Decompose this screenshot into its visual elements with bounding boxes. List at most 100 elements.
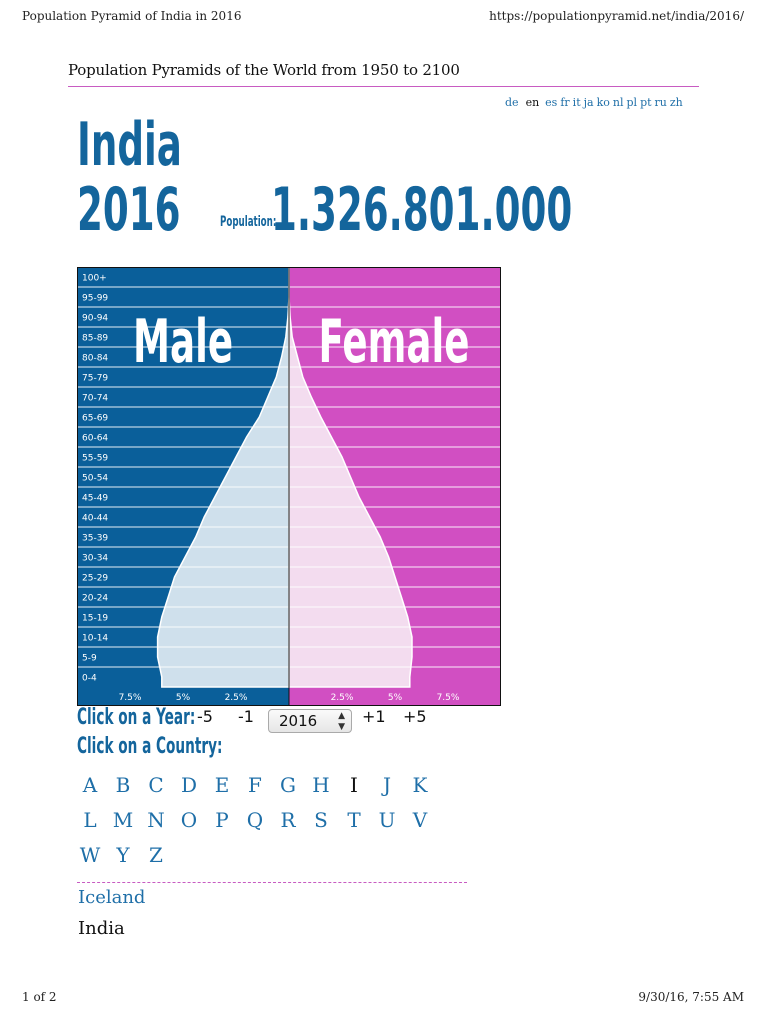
print-page-url: https://populationpyramid.net/india/2016… [489,9,744,23]
letter-link-q[interactable]: Q [246,808,264,832]
letter-link-u[interactable]: U [378,808,396,832]
age-group-label: 70-74 [82,394,108,404]
age-group-label: 75-79 [82,374,108,384]
language-link-es[interactable]: es [545,96,558,109]
x-tick-label: 5% [176,693,191,703]
letter-link-i[interactable]: I [350,773,358,797]
population-label: Population: [220,214,277,230]
print-page-count: 1 of 2 [22,990,57,1004]
letter-link-g[interactable]: G [280,773,296,797]
x-tick-label: 2.5% [331,693,354,703]
language-link-ja[interactable]: ja [583,96,594,109]
female-bar-5-9 [289,647,412,667]
female-bar-25-29 [289,567,395,587]
country-link-india[interactable]: India [78,918,125,939]
language-link-en: en [525,96,540,109]
male-population-area [156,267,290,688]
age-group-label: 0-4 [82,674,97,684]
letter-link-w[interactable]: W [79,843,101,867]
year-plus-1-button[interactable]: +1 [362,707,386,726]
language-link-zh[interactable]: zh [669,96,683,109]
country-list-divider [77,882,467,883]
letter-link-l[interactable]: L [83,808,97,832]
x-tick-label: 7.5% [119,693,142,703]
letter-link-j[interactable]: J [382,773,392,797]
female-bar-45-49 [289,487,359,507]
letter-link-d[interactable]: D [180,773,198,797]
female-bar-40-44 [289,507,370,527]
language-link-it[interactable]: it [572,96,581,109]
letter-link-k[interactable]: K [412,773,428,797]
chart-border [77,267,501,706]
male-bar-45-49 [215,487,289,507]
age-group-label: 15-19 [82,614,108,624]
female-bar-50-54 [289,467,350,487]
female-population-area [288,267,413,688]
female-bar-80-84 [289,347,297,367]
letter-link-v[interactable]: V [412,808,428,832]
male-bar-15-19 [162,607,289,627]
female-bar-55-59 [289,447,342,467]
male-bar-80-84 [282,347,289,367]
letter-link-z[interactable]: Z [149,843,163,867]
letter-link-t[interactable]: T [347,808,361,832]
male-bar-55-59 [236,447,289,467]
letter-link-o[interactable]: O [180,808,198,832]
letter-link-s[interactable]: S [314,808,328,832]
year-minus-5-button[interactable]: -5 [197,707,213,726]
language-link-ko[interactable]: ko [596,96,610,109]
letter-link-h[interactable]: H [312,773,330,797]
language-link-pl[interactable]: pl [626,96,638,109]
population-pyramid-chart: 100+ 95-99 90-94 85-89 80-84 75-79 70-74 65-69 6… [77,267,501,706]
letter-link-e[interactable]: E [214,773,230,797]
letter-link-m[interactable]: M [112,808,134,832]
age-group-label: 90-94 [82,314,108,324]
letter-link-a[interactable]: A [82,773,98,797]
male-bar-50-54 [225,467,289,487]
male-bar-5-9 [158,647,289,667]
year-title: 2016 [77,175,181,245]
year-minus-1-button[interactable]: -1 [238,707,254,726]
country-title: India [77,110,182,180]
male-bar-0-4 [162,667,289,687]
male-bar-75-79 [276,367,289,387]
male-bar-20-24 [168,587,289,607]
language-link-fr[interactable]: fr [560,96,570,109]
age-group-label: 30-34 [82,554,108,564]
age-group-label: 55-59 [82,454,108,464]
female-bar-65-69 [289,407,321,427]
language-link-nl[interactable]: nl [612,96,624,109]
heading-divider [68,86,699,87]
letter-link-y[interactable]: Y [116,843,130,867]
site-heading[interactable]: Population Pyramids of the World from 19… [68,61,460,79]
x-tick-label: 2.5% [225,693,248,703]
country-link-iceland[interactable]: Iceland [78,887,146,908]
age-group-label: 35-39 [82,534,108,544]
year-select-value: 2016 [279,712,318,730]
male-bar-60-64 [247,427,289,447]
language-link-pt[interactable]: pt [640,96,652,109]
letter-link-r[interactable]: R [280,808,296,832]
language-link-ru[interactable]: ru [654,96,667,109]
female-bar-60-64 [289,427,331,447]
print-date: 9/30/16, 7:55 AM [638,990,744,1004]
letter-link-b[interactable]: B [115,773,131,797]
language-link-de[interactable]: de [505,96,519,109]
letter-link-n[interactable]: N [147,808,165,832]
female-label: Female [319,307,470,377]
male-label: Male [133,307,233,377]
letter-link-f[interactable]: F [248,773,262,797]
age-group-label: 95-99 [82,294,108,304]
female-bar-20-24 [289,587,401,607]
age-group-label: 60-64 [82,434,108,444]
letter-link-c[interactable]: C [148,773,164,797]
female-bar-15-19 [289,607,408,627]
year-select[interactable]: 2016 ▲ ▼ [268,709,352,733]
female-bar-10-14 [289,627,412,647]
age-group-label: 5-9 [82,654,97,664]
population-value: 1.326.801.000 [271,175,573,245]
letter-link-p[interactable]: P [215,808,229,832]
age-group-label: 100+ [82,274,107,284]
female-bar-35-39 [289,527,380,547]
year-plus-5-button[interactable]: +5 [403,707,427,726]
